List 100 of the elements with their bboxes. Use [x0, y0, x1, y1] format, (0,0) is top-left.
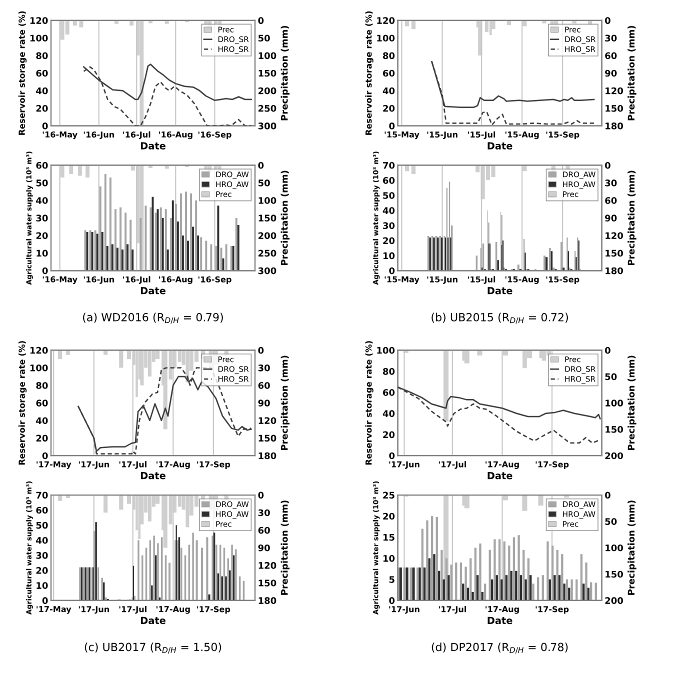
y-tick-label: 20 — [383, 237, 395, 244]
x-tick-label: '17-Jun — [78, 461, 109, 469]
y-tick-label: 60 — [36, 400, 48, 406]
y-tick-label: 80 — [36, 52, 48, 60]
y2-tick-label: 250 — [258, 104, 276, 112]
y-tick-label: 10 — [36, 582, 48, 589]
x-tick-label: '15-Aug — [505, 276, 539, 284]
x-tick-label: '17-Aug — [486, 461, 519, 469]
y2-tick-label: 300 — [258, 267, 276, 274]
x-axis-title: Date — [140, 616, 166, 624]
y-tick-label: 20 — [383, 512, 395, 520]
y2-tick-label: 50 — [258, 34, 270, 42]
x-tick-label: '16-Jul — [123, 131, 150, 140]
y2-axis-title: Precipitation (mm) — [280, 500, 290, 595]
x-tick-label: '15-Jun — [427, 132, 458, 140]
y2-tick-label: 200 — [258, 87, 276, 94]
y2-tick-label: 0 — [605, 492, 610, 499]
text: (a) WD2016 (R$_{D/H}$ = 0.79) — [83, 312, 223, 324]
y-tick-label: 60 — [383, 70, 395, 77]
y2-tick-label: 200 — [605, 597, 623, 604]
x-tick-label: '15-Jun — [427, 276, 458, 284]
y-tick-label: 80 — [36, 382, 48, 389]
y2-tick-label: 0 — [258, 17, 264, 24]
x-tick-label: '15-Sep — [546, 276, 580, 284]
y-tick-label: 60 — [383, 177, 395, 184]
y2-axis-title: Precipitation (mm) — [280, 26, 290, 120]
x-tick-label: '17-Sep — [536, 461, 569, 469]
y-tick-label: 30 — [36, 552, 48, 559]
y-tick-label: 40 — [36, 87, 48, 94]
x-tick-label: '16-May — [42, 131, 78, 140]
y2-tick-label: 150 — [258, 70, 276, 77]
y2-tick-label: 50 — [605, 518, 617, 525]
y2-tick-label: 300 — [258, 122, 276, 130]
y-tick-label: 20 — [36, 232, 48, 240]
y-tick-label: 100 — [30, 34, 48, 42]
y2-tick-label: 0 — [605, 17, 610, 24]
x-tick-label: '15-Jul — [468, 276, 496, 284]
y2-tick-label: 120 — [606, 232, 623, 240]
y-tick-label: 80 — [383, 52, 395, 60]
y2-tick-label: 60 — [258, 382, 270, 389]
y2-tick-label: 150 — [606, 104, 623, 112]
y2-axis-title: Precipitation (mm) — [628, 500, 636, 595]
x-tick-label: '16-Sep — [198, 132, 232, 140]
x-tick-label: '15-Sep — [546, 132, 580, 140]
x-tick-label: '16-Jun — [84, 276, 114, 284]
y-tick-label: 50 — [383, 192, 395, 199]
y-tick-label: 5 — [389, 576, 394, 583]
y-tick-label: 40 — [382, 87, 395, 94]
y-tick-label: 60 — [383, 389, 395, 396]
text: (d) DP2017 (R$_{D/H}$ = 0.78) — [432, 642, 568, 654]
y2-tick-label: 180 — [606, 267, 623, 274]
x-tick-label: '16-Aug — [159, 276, 192, 284]
y2-tick-label: 90 — [605, 70, 617, 77]
y-tick-label: 100 — [30, 364, 48, 372]
y-tick-label: 40 — [36, 536, 48, 544]
y-tick-label: 0 — [389, 597, 395, 604]
text: (b) UB2015 (R$_{D/H}$ = 0.72) — [432, 312, 568, 324]
y-tick-label: 100 — [377, 34, 395, 42]
y2-tick-label: 180 — [258, 597, 276, 604]
x-tick-label: '17-Jun — [389, 606, 420, 614]
y-tick-label: 40 — [36, 417, 48, 424]
y-tick-label: 120 — [377, 17, 395, 24]
y2-axis-title: Precipitation (mm) — [628, 356, 636, 450]
x-tick-label: '17-Sep — [197, 606, 230, 614]
y-tick-label: 25 — [383, 492, 394, 499]
y-tick-label: 0 — [42, 267, 48, 274]
x-tick-label: '16-Aug — [159, 131, 192, 140]
y2-tick-label: 200 — [605, 452, 623, 460]
y2-tick-label: 120 — [258, 417, 276, 424]
y2-tick-label: 150 — [258, 214, 276, 222]
y-axis-title: Reservoir storage rate (%) — [365, 11, 374, 135]
x-tick-label: '17-Jul — [438, 461, 466, 469]
y2-tick-label: 30 — [605, 180, 617, 186]
y-tick-label: 100 — [377, 346, 395, 354]
y-tick-label: 30 — [383, 222, 395, 230]
y-tick-label: 30 — [36, 214, 48, 222]
y-tick-label: 0 — [42, 122, 48, 130]
y2-tick-label: 100 — [258, 197, 276, 204]
x-tick-label: '15-May — [384, 132, 420, 140]
y-tick-label: 10 — [383, 252, 395, 260]
y-axis-title: Reservoir storage rate (%) — [18, 11, 27, 135]
y2-tick-label: 90 — [258, 400, 270, 406]
y2-tick-label: 120 — [258, 562, 276, 569]
x-tick-label: '17-May — [36, 606, 72, 614]
y-tick-label: 50 — [36, 180, 48, 186]
y2-tick-label: 180 — [258, 452, 276, 460]
y2-tick-label: 60 — [605, 52, 617, 60]
x-tick-label: '16-Jul — [123, 276, 150, 284]
y-tick-label: 0 — [42, 597, 48, 604]
y2-tick-label: 150 — [606, 250, 623, 257]
y-tick-label: 0 — [389, 452, 395, 460]
x-tick-label: '16-May — [42, 276, 78, 284]
y2-tick-label: 30 — [605, 34, 617, 42]
x-tick-label: '15-Aug — [505, 132, 539, 140]
y-tick-label: 60 — [36, 162, 48, 169]
y2-tick-label: 250 — [258, 250, 276, 257]
y-tick-label: 40 — [36, 197, 48, 204]
x-tick-label: '17-Sep — [197, 461, 230, 469]
x-tick-label: '17-Jul — [119, 606, 146, 614]
y2-tick-label: 120 — [606, 87, 623, 94]
